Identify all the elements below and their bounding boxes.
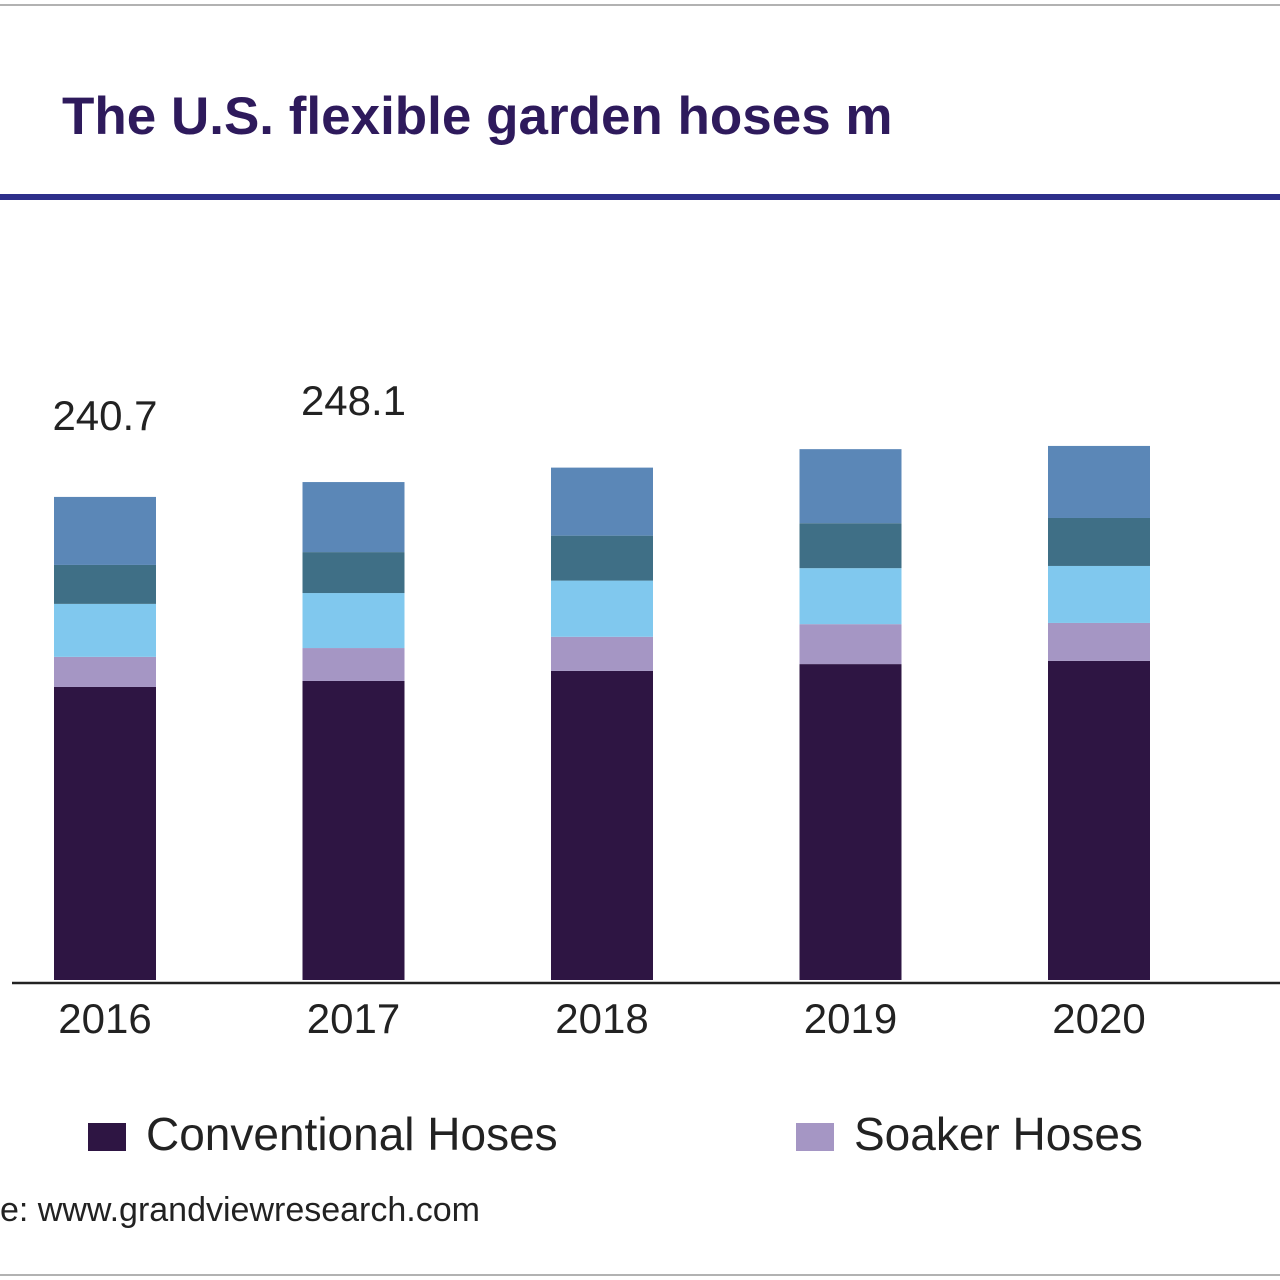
legend-label: Conventional Hoses — [146, 1108, 558, 1160]
x-tick-label: 2018 — [555, 995, 648, 1042]
title-rule — [0, 194, 1280, 200]
bar-segment — [302, 593, 405, 649]
total-label: 240.7 — [52, 392, 157, 439]
legend-label: Soaker Hoses — [854, 1108, 1143, 1160]
bar-segment — [551, 535, 653, 581]
bar-segment — [551, 467, 653, 536]
source: e: www.grandviewresearch.com — [0, 1191, 480, 1229]
x-tick-label: 2019 — [804, 995, 897, 1042]
bar-segment — [302, 482, 405, 553]
bar-segment — [54, 564, 156, 604]
legend-swatch — [88, 1123, 126, 1151]
x-tick-label: 2017 — [307, 995, 400, 1042]
bar-segment — [551, 636, 653, 671]
legend-swatch — [796, 1123, 834, 1151]
bar-segment — [799, 664, 902, 980]
bar-segment — [1048, 565, 1150, 623]
bar-segment — [302, 648, 405, 681]
bar-segment — [551, 670, 653, 980]
bar-segment — [54, 686, 156, 980]
bar-segment — [54, 496, 156, 565]
bar-segment — [54, 603, 156, 657]
bar-segment — [54, 656, 156, 687]
bar-segment — [1048, 660, 1150, 980]
bar-segment — [302, 680, 405, 980]
bar-segment — [799, 449, 902, 524]
x-tick-label: 2020 — [1052, 995, 1145, 1042]
bar-segment — [799, 568, 902, 625]
bar-segment — [302, 552, 405, 594]
chart-title: The U.S. flexible garden hoses m — [62, 87, 893, 146]
bar-segment — [1048, 445, 1150, 518]
bar-segment — [1048, 517, 1150, 566]
x-tick-label: 2016 — [58, 995, 151, 1042]
bar-segment — [799, 523, 902, 569]
bar-segment — [799, 624, 902, 665]
total-label: 248.1 — [301, 377, 406, 424]
bar-segment — [551, 580, 653, 637]
bar-segment — [1048, 622, 1150, 661]
